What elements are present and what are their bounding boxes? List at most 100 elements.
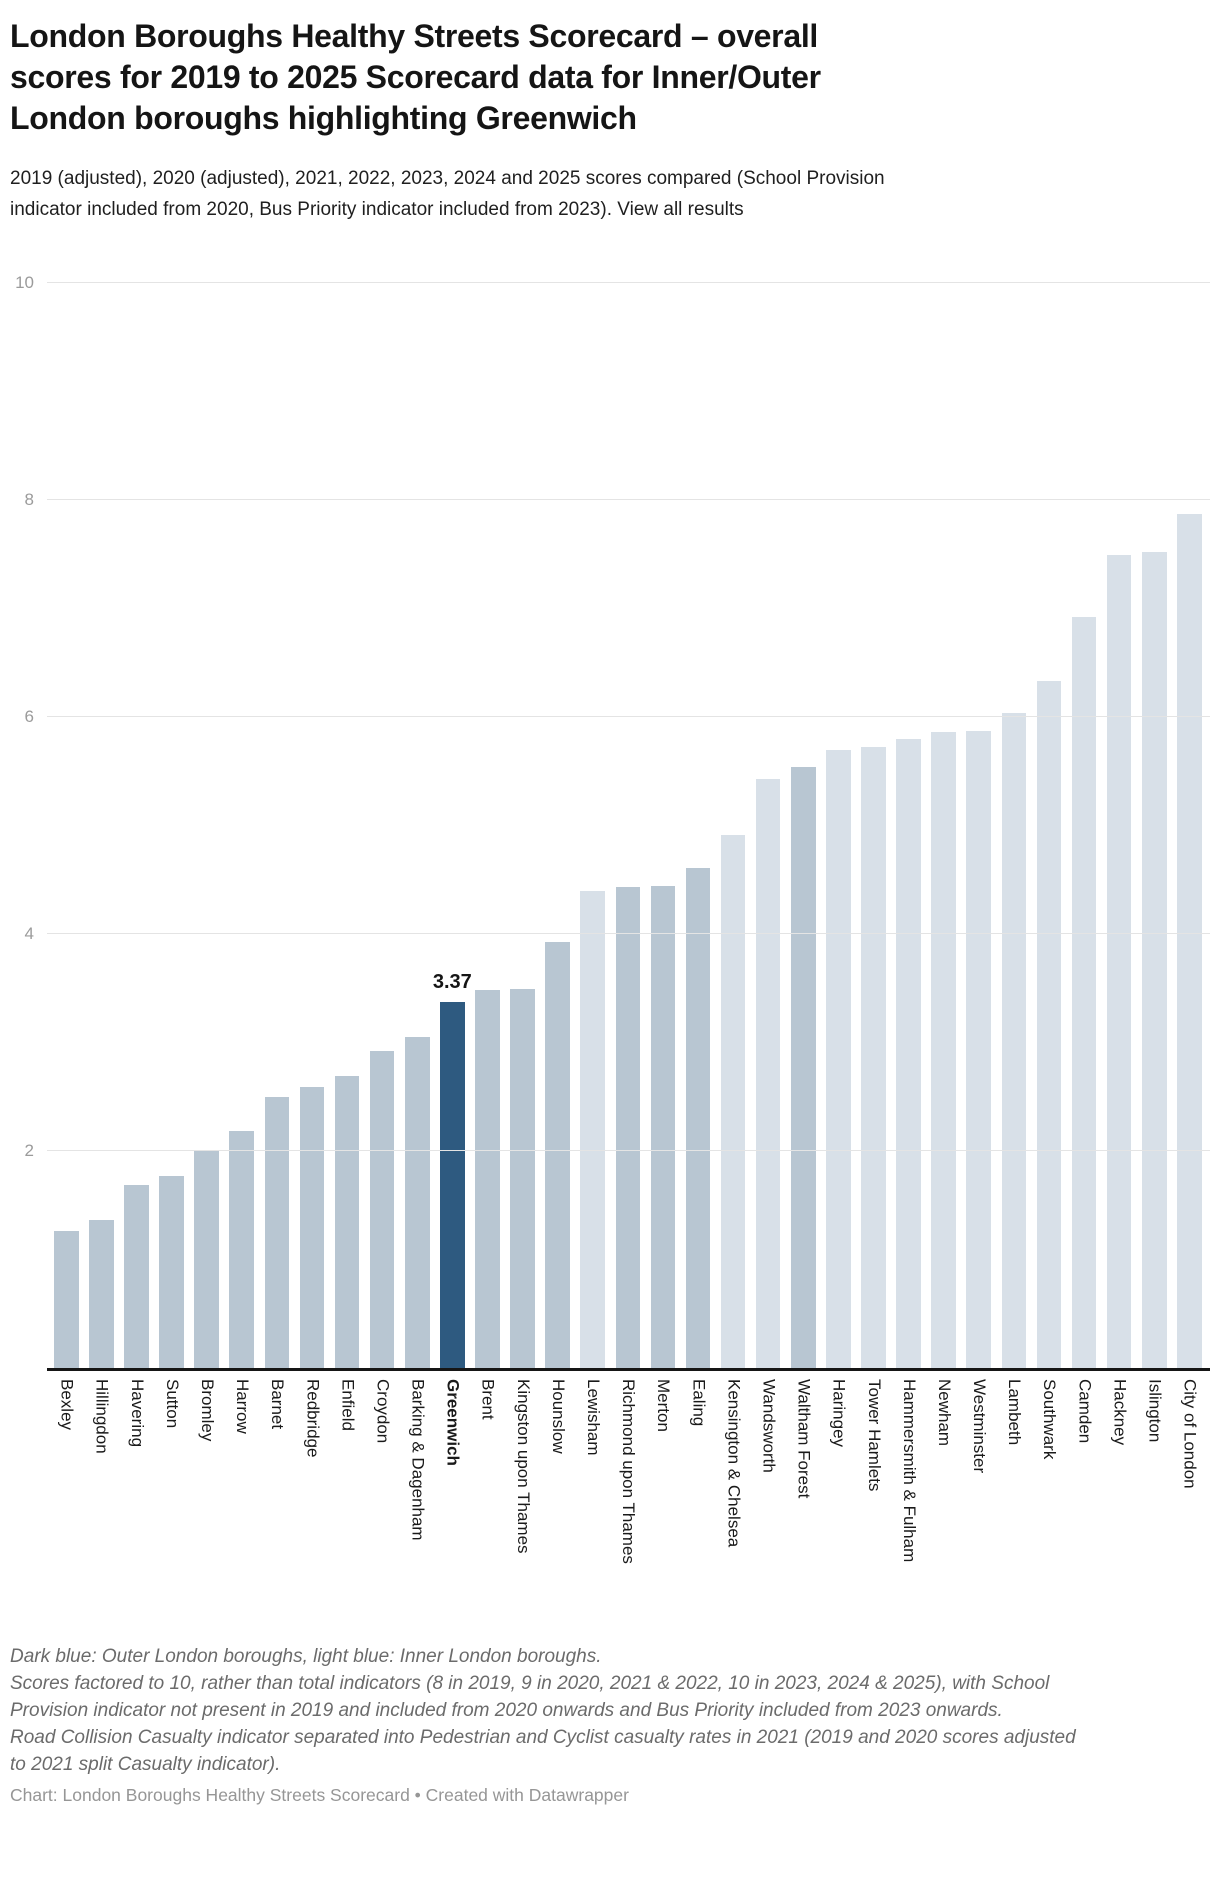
bar-col-brent xyxy=(475,283,500,1368)
bar-col-barking-dagenham xyxy=(404,283,430,1368)
bar-kensington-chelsea[interactable] xyxy=(720,835,746,1368)
bar-sutton[interactable] xyxy=(159,1175,184,1368)
y-tick-label-4: 4 xyxy=(24,924,34,943)
bar-col-barnet xyxy=(264,283,290,1368)
bar-col-havering xyxy=(124,283,149,1368)
bar-barnet[interactable] xyxy=(264,1096,290,1368)
bar-croydon[interactable] xyxy=(369,1051,395,1368)
bar-col-harrow xyxy=(229,283,255,1368)
bar-ealing[interactable] xyxy=(685,867,711,1368)
x-label-islington: Islington xyxy=(1145,1379,1165,1443)
bar-lambeth[interactable] xyxy=(1001,712,1027,1368)
bar-col-kingston-upon-thames xyxy=(510,283,535,1368)
x-label-brent: Brent xyxy=(478,1379,498,1420)
x-label-haringey: Haringey xyxy=(829,1379,849,1448)
bar-city-of-london[interactable] xyxy=(1177,514,1202,1368)
bar-col-lewisham xyxy=(580,283,605,1368)
x-label-harrow: Harrow xyxy=(233,1379,253,1434)
bar-hackney[interactable] xyxy=(1106,555,1132,1368)
bar-brent[interactable] xyxy=(475,990,500,1368)
x-label-wandsworth: Wandsworth xyxy=(759,1379,779,1473)
bar-wandsworth[interactable] xyxy=(755,778,781,1368)
bar-islington[interactable] xyxy=(1141,552,1167,1368)
bar-col-waltham-forest xyxy=(790,283,816,1368)
x-axis-line xyxy=(47,1368,1210,1371)
y-tick-label-8: 8 xyxy=(24,490,34,509)
bar-harrow[interactable] xyxy=(229,1131,255,1368)
bar-camden[interactable] xyxy=(1071,617,1097,1368)
bars-container: 3.37 xyxy=(54,283,1210,1368)
footnotes: Dark blue: Outer London boroughs, light … xyxy=(10,1643,1080,1778)
bar-southwark[interactable] xyxy=(1036,681,1062,1368)
x-label-hammersmith-fulham: Hammersmith & Fulham xyxy=(899,1379,919,1563)
bar-value-label-greenwich: 3.37 xyxy=(432,971,472,994)
x-label-redbridge: Redbridge xyxy=(303,1379,323,1458)
bar-col-hammersmith-fulham xyxy=(896,283,921,1368)
x-label-hillingdon: Hillingdon xyxy=(92,1379,112,1454)
bar-col-city-of-london xyxy=(1177,283,1202,1368)
bar-col-sutton xyxy=(159,283,184,1368)
x-label-city-of-london: City of London xyxy=(1180,1379,1200,1489)
bar-westminster[interactable] xyxy=(966,731,992,1368)
gridline-8 xyxy=(47,499,1210,500)
x-label-hackney: Hackney xyxy=(1110,1379,1130,1446)
bar-col-haringey xyxy=(826,283,851,1368)
footnote-scoring: Scores factored to 10, rather than total… xyxy=(10,1673,1050,1721)
x-label-tower-hamlets: Tower Hamlets xyxy=(864,1379,884,1492)
x-label-southwark: Southwark xyxy=(1040,1379,1060,1460)
bar-col-westminster xyxy=(966,283,992,1368)
x-label-merton: Merton xyxy=(654,1379,674,1432)
bar-col-islington xyxy=(1141,283,1167,1368)
bar-col-hackney xyxy=(1106,283,1132,1368)
footnote-casualty: Road Collision Casualty indicator separa… xyxy=(10,1727,1076,1775)
y-tick-label-6: 6 xyxy=(24,707,34,726)
chart-subtitle-text: 2019 (adjusted), 2020 (adjusted), 2021, … xyxy=(10,168,885,220)
bar-col-hounslow xyxy=(545,283,570,1368)
bar-col-bromley xyxy=(194,283,219,1368)
bar-waltham-forest[interactable] xyxy=(790,766,816,1368)
bar-col-tower-hamlets xyxy=(861,283,886,1368)
bar-bexley[interactable] xyxy=(54,1231,79,1368)
bar-hammersmith-fulham[interactable] xyxy=(896,738,921,1368)
bar-lewisham[interactable] xyxy=(580,890,605,1368)
x-label-bexley: Bexley xyxy=(57,1379,77,1431)
bar-hillingdon[interactable] xyxy=(89,1220,114,1368)
gridline-10 xyxy=(47,282,1210,283)
bar-havering[interactable] xyxy=(124,1184,149,1368)
bar-col-redbridge xyxy=(299,283,325,1368)
x-label-greenwich: Greenwich xyxy=(443,1379,463,1466)
bar-richmond-upon-thames[interactable] xyxy=(615,887,641,1368)
x-label-westminster: Westminster xyxy=(970,1379,990,1474)
bar-haringey[interactable] xyxy=(826,749,851,1368)
x-label-croydon: Croydon xyxy=(373,1379,393,1444)
bar-newham[interactable] xyxy=(931,732,956,1368)
bar-greenwich[interactable] xyxy=(440,1002,465,1368)
gridline-2 xyxy=(47,1150,1210,1151)
x-label-lewisham: Lewisham xyxy=(584,1379,603,1456)
chart-subtitle: 2019 (adjusted), 2020 (adjusted), 2021, … xyxy=(10,163,890,225)
bar-kingston-upon-thames[interactable] xyxy=(510,989,535,1368)
chart-title: London Boroughs Healthy Streets Scorecar… xyxy=(10,18,821,136)
bar-merton[interactable] xyxy=(650,886,676,1368)
y-tick-label-2: 2 xyxy=(24,1141,34,1160)
bar-col-camden xyxy=(1071,283,1097,1368)
gridline-6 xyxy=(47,716,1210,717)
bar-hounslow[interactable] xyxy=(545,941,570,1368)
bar-redbridge[interactable] xyxy=(299,1087,325,1368)
plot-area: 3.37 2 4 6 8 10 xyxy=(10,273,1210,1368)
x-label-enfield: Enfield xyxy=(338,1379,358,1431)
y-tick-label-10: 10 xyxy=(15,273,34,292)
attribution-line: Chart: London Boroughs Healthy Streets S… xyxy=(10,1785,629,1805)
bar-tower-hamlets[interactable] xyxy=(861,747,886,1368)
bar-col-greenwich: 3.37 xyxy=(433,283,472,1368)
bar-barking-dagenham[interactable] xyxy=(404,1037,430,1368)
bar-bromley[interactable] xyxy=(194,1151,219,1368)
x-label-lambeth: Lambeth xyxy=(1005,1379,1025,1446)
bar-enfield[interactable] xyxy=(334,1076,360,1368)
x-label-waltham-forest: Waltham Forest xyxy=(794,1379,814,1499)
bar-col-croydon xyxy=(369,283,395,1368)
x-label-hounslow: Hounslow xyxy=(548,1379,568,1454)
bar-col-richmond-upon-thames xyxy=(615,283,641,1368)
bar-col-wandsworth xyxy=(755,283,781,1368)
view-all-results-link[interactable]: View all results xyxy=(617,199,744,220)
